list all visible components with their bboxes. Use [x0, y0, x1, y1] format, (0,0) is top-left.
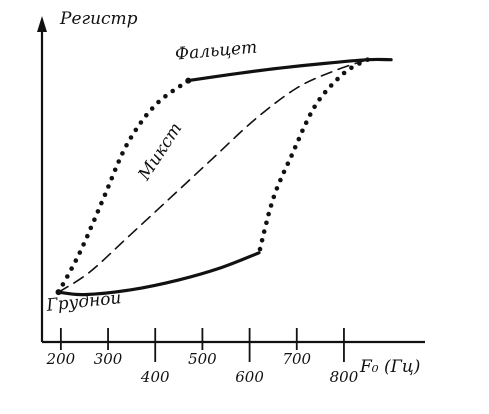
- transition-falling-dotted-line-dot: [289, 153, 294, 158]
- transition-rising-dotted-line-dot: [99, 200, 104, 206]
- transition-falling-dotted-line-dot: [322, 89, 328, 95]
- mixed-register-line: [57, 58, 369, 293]
- transition-falling-dotted-line-dot: [292, 145, 298, 150]
- transition-rising-dotted-line-dot: [77, 250, 83, 255]
- transition-rising-dotted-line-dot: [81, 242, 86, 247]
- chest-register-line: [56, 251, 261, 297]
- transition-rising-dotted-line-dot: [156, 99, 161, 105]
- transition-rising-dotted-line-dot: [144, 113, 149, 118]
- transition-rising-dotted-line-dot: [65, 274, 70, 279]
- transition-falling-dotted-line-dot: [281, 169, 287, 175]
- transition-rising-dotted-line-dot: [138, 120, 144, 125]
- transition-falling-dotted-line-dot: [268, 203, 274, 208]
- transition-rising-dotted-line-dot: [116, 159, 121, 164]
- axes: [37, 16, 425, 344]
- transition-falling-dotted-line-dot: [341, 70, 347, 76]
- x-axis-title: F₀ (Гц): [359, 357, 420, 377]
- transition-rising-dotted-line-dot: [92, 217, 97, 222]
- transition-falling-dotted-line-dot: [317, 97, 322, 102]
- x-tick-label-700: 700: [282, 350, 311, 368]
- transition-falling-dotted-line-dot: [349, 65, 354, 71]
- transition-rising-dotted-line-dot: [128, 135, 134, 140]
- transition-falling-dotted-line-dot: [300, 128, 305, 134]
- transition-falling-dotted-line-dot: [285, 161, 291, 166]
- falsetto-register-line: [186, 57, 393, 83]
- x-tick-label-200: 200: [46, 350, 76, 368]
- transition-rising-dotted-line-dot: [60, 282, 66, 287]
- transition-falling-dotted-line-dot: [266, 211, 271, 217]
- transition-rising-dotted-line-dot: [112, 167, 118, 173]
- transition-rising-dotted-line-dot: [185, 78, 190, 84]
- transition-rising-dotted-line-dot: [133, 127, 139, 133]
- transition-falling-dotted-line-dot: [259, 238, 265, 243]
- transition-falling-dotted-line-dot: [264, 220, 269, 226]
- x-ticks: 200 300 400 500 600 700 800: [46, 328, 359, 386]
- transition-falling-dotted-line-dot: [261, 229, 267, 234]
- y-axis-arrow-icon: [37, 16, 47, 32]
- transition-rising-dotted-line-dot: [163, 94, 168, 99]
- x-tick-label-300: 300: [94, 350, 123, 368]
- transition-rising-dotted-line-dot: [109, 175, 115, 181]
- x-tick-label-500: 500: [188, 350, 217, 368]
- transition-rising-dotted-line-dot: [73, 258, 79, 263]
- transition-rising-dotted-line-dot: [85, 233, 90, 239]
- series-group: [55, 57, 393, 297]
- y-axis-title: Регистр: [59, 9, 138, 29]
- x-tick-label-400: 400: [140, 368, 170, 386]
- x-tick-label-600: 600: [235, 368, 264, 386]
- transition-falling-dotted-line-dot: [278, 177, 283, 183]
- transition-falling-dotted-line-dot: [357, 61, 362, 66]
- transition-rising-dotted-line-dot: [177, 83, 183, 89]
- transition-rising-dotted-line-dot: [124, 143, 129, 148]
- transition-falling-dotted-line-dot: [312, 104, 317, 110]
- transition-falling-dotted-line: [259, 60, 368, 253]
- transition-falling-dotted-line-dot: [365, 57, 370, 62]
- transition-rising-dotted-line-dot: [88, 225, 94, 231]
- transition-falling-dotted-line-dot: [296, 136, 302, 142]
- transition-rising-dotted-line-dot: [120, 151, 125, 156]
- transition-rising-dotted-line-dot: [102, 192, 108, 198]
- transition-rising-dotted-line-dot: [69, 266, 74, 271]
- x-tick-label-800: 800: [330, 368, 359, 386]
- transition-rising-dotted-line-dot: [56, 289, 61, 295]
- transition-rising-dotted-line-dot: [149, 106, 155, 111]
- transition-falling-dotted-line-dot: [335, 76, 340, 82]
- transition-falling-dotted-line-dot: [328, 83, 334, 88]
- transition-falling-dotted-line-dot: [257, 246, 263, 252]
- transition-falling-dotted-line-dot: [303, 120, 309, 125]
- mixed-register-label: Микст: [134, 119, 186, 185]
- falsetto-register-label: Фальцет: [174, 37, 258, 64]
- transition-falling-dotted-line-dot: [274, 186, 280, 191]
- transition-falling-dotted-line-dot: [307, 112, 313, 117]
- transition-rising-dotted-line-dot: [106, 184, 111, 189]
- transition-rising-dotted-line-dot: [95, 209, 101, 214]
- transition-falling-dotted-line-dot: [271, 194, 277, 200]
- transition-rising-dotted-line-dot: [170, 88, 175, 94]
